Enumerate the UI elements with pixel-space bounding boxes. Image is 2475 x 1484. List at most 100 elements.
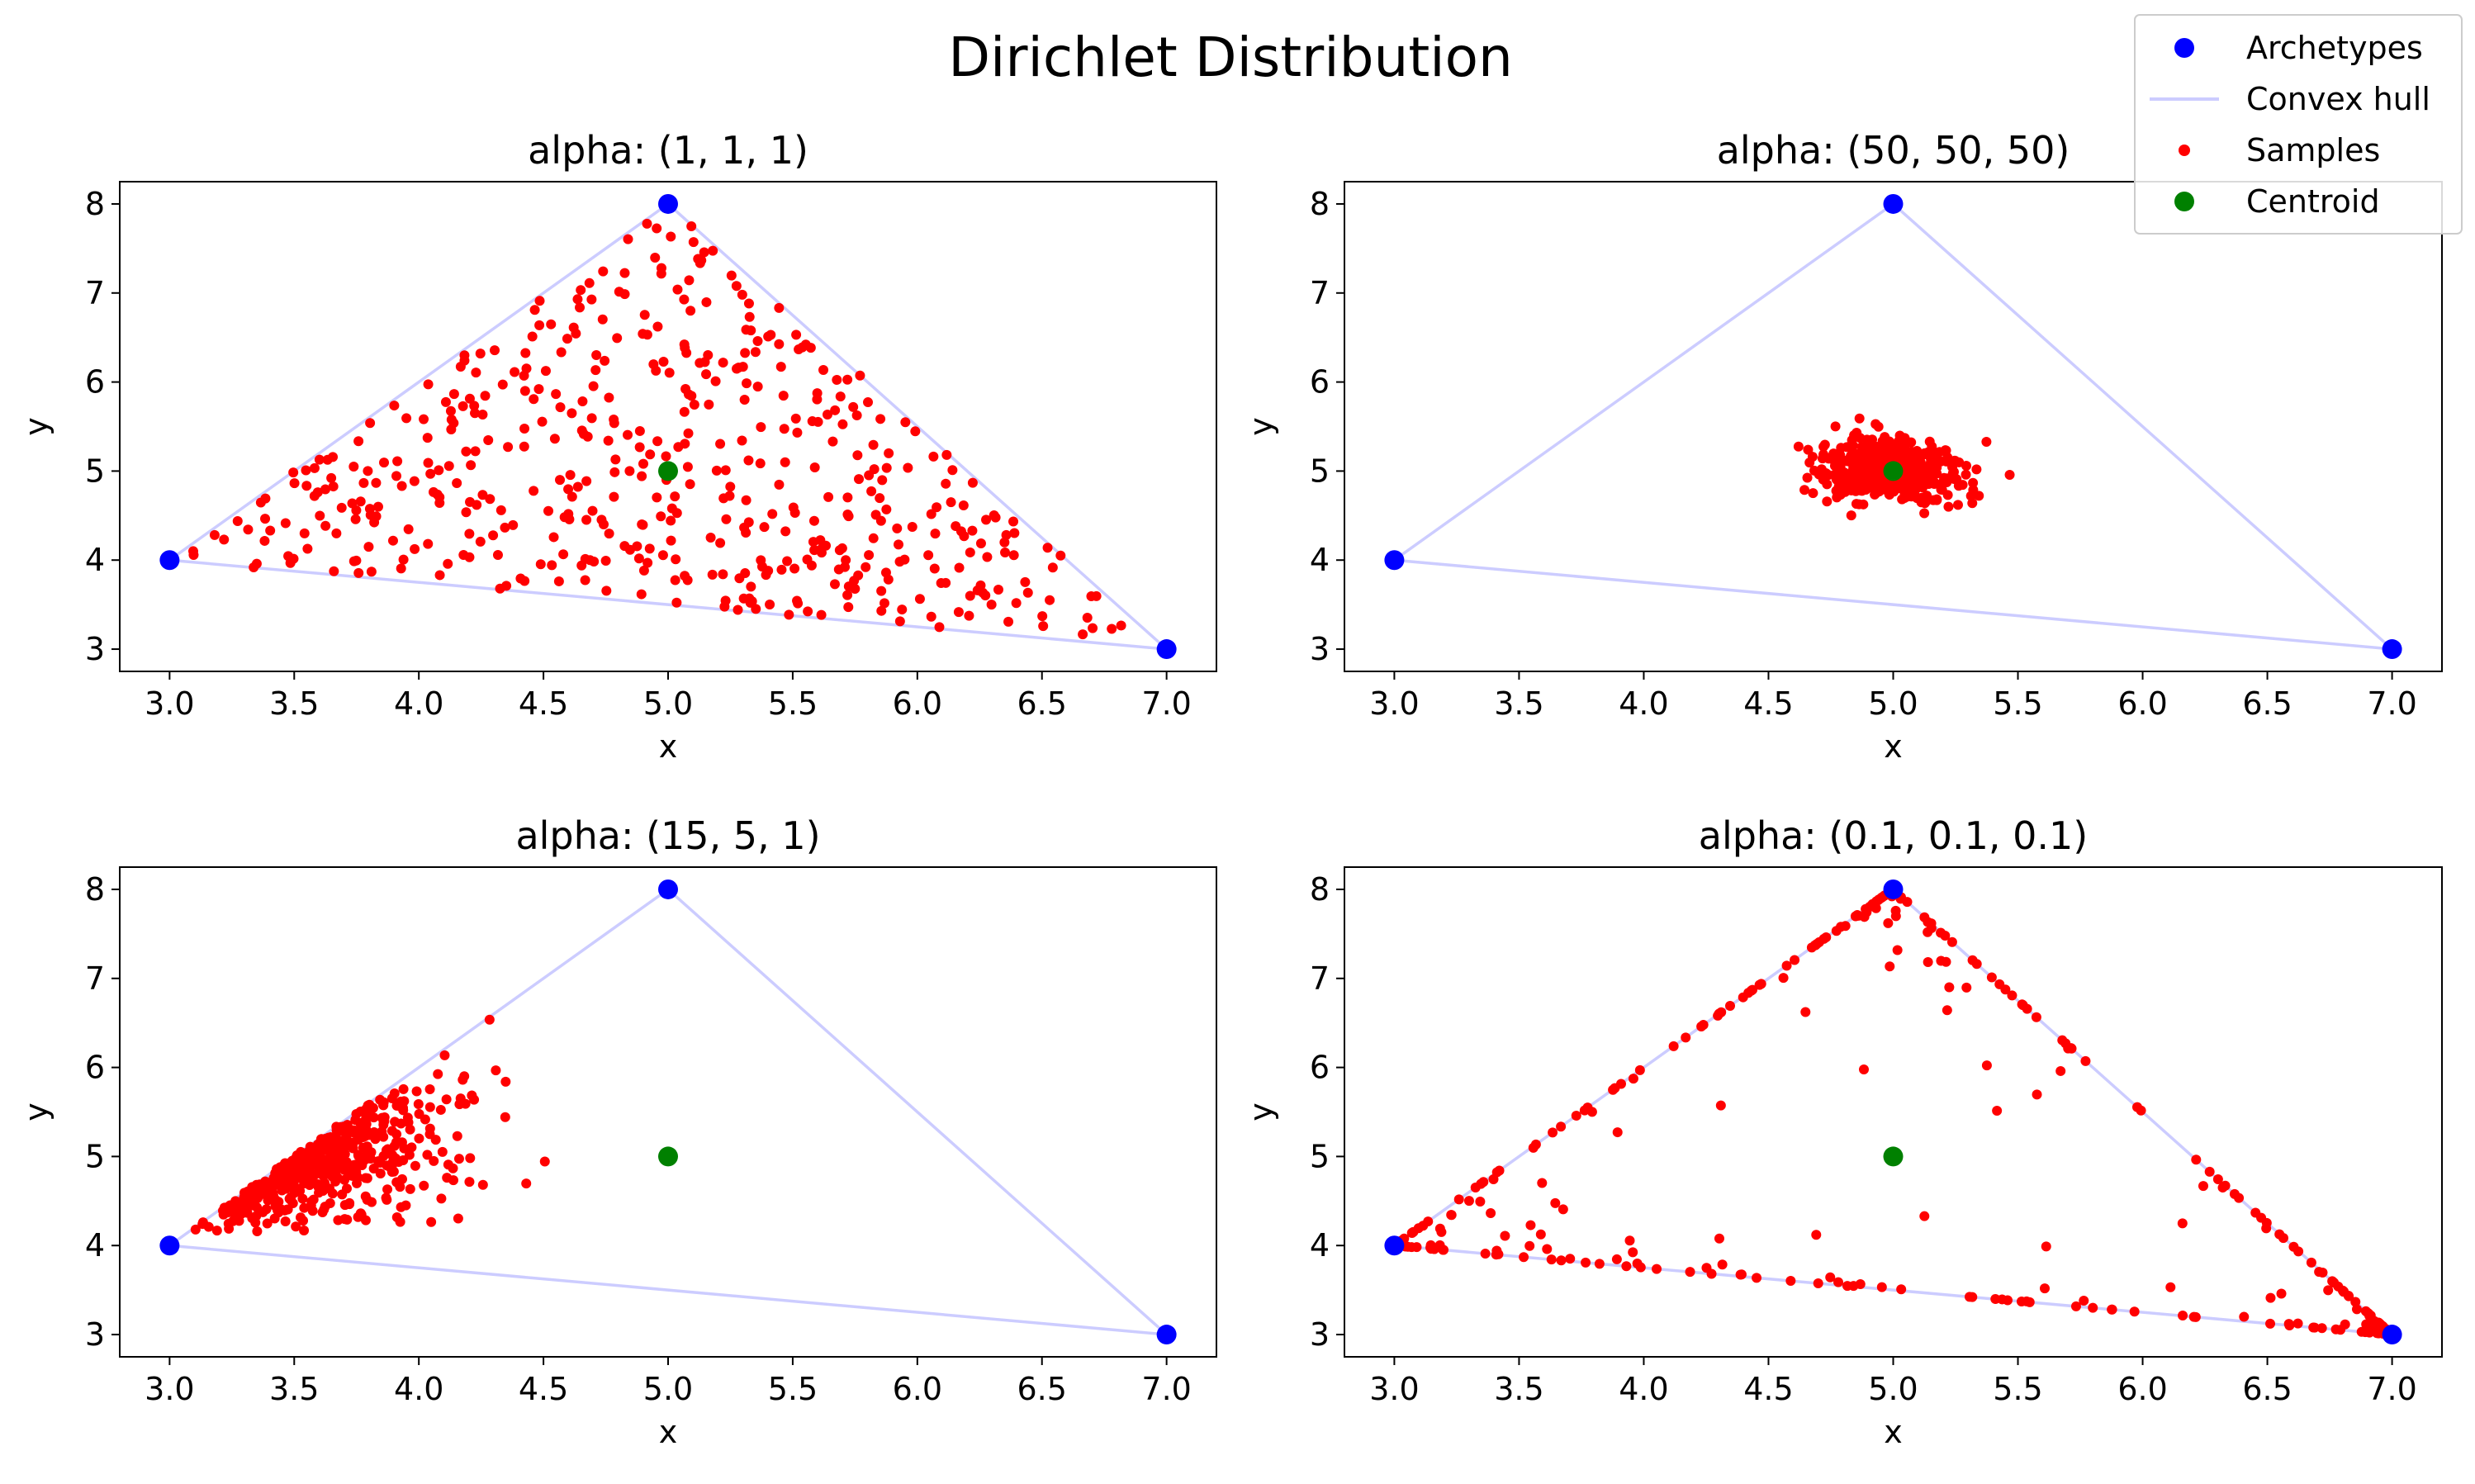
sample-point — [934, 622, 945, 633]
sample-point — [2308, 1322, 2319, 1333]
sample-point — [778, 391, 789, 401]
sample-point — [329, 566, 339, 576]
sample-point — [2129, 1306, 2140, 1317]
sample-point — [389, 401, 400, 411]
sample-point — [390, 1117, 401, 1127]
sample-point — [477, 409, 488, 420]
sample-point — [972, 585, 983, 595]
sample-point — [1537, 1178, 1548, 1188]
sample-point — [314, 1168, 325, 1178]
sample-point — [306, 1196, 317, 1207]
sample-point — [1919, 508, 1930, 519]
sample-point — [299, 1225, 310, 1235]
sample-point — [424, 1123, 435, 1134]
sample-point — [767, 509, 778, 519]
sample-point — [1715, 1100, 1726, 1111]
sample-point — [1078, 629, 1088, 640]
sample-point — [555, 475, 566, 486]
legend-swatch-marker — [2174, 38, 2194, 58]
sample-point — [1923, 956, 1933, 967]
sample-point — [1842, 1281, 1852, 1292]
sample-point — [305, 1141, 315, 1152]
sample-point — [751, 604, 761, 614]
sample-point — [652, 492, 662, 503]
sample-point — [326, 472, 337, 483]
sample-point — [658, 357, 669, 367]
sample-point — [1463, 1196, 1474, 1207]
sample-point — [495, 583, 505, 594]
y-axis-label: y — [18, 417, 55, 436]
sample-point — [864, 550, 875, 561]
sample-point — [580, 553, 590, 564]
sample-point — [540, 366, 551, 377]
sample-point — [386, 1126, 397, 1136]
sample-point — [842, 590, 853, 600]
archetype-point — [1156, 639, 1177, 660]
sample-point — [327, 1188, 338, 1199]
x-tick-label: 5.5 — [1993, 1371, 2042, 1407]
sample-point — [1833, 1277, 1844, 1287]
sample-point — [543, 505, 554, 516]
sample-point — [1836, 922, 1847, 932]
sample-point — [500, 1112, 510, 1122]
sample-point — [575, 302, 586, 313]
sample-point — [402, 1112, 413, 1123]
subplot-title: alpha: (15, 5, 1) — [515, 813, 820, 858]
sample-point — [830, 405, 841, 415]
sample-point — [752, 335, 763, 346]
sample-point — [492, 550, 503, 561]
sample-point — [765, 600, 775, 610]
sample-point — [797, 342, 808, 353]
sample-point — [877, 475, 888, 486]
sample-point — [1491, 1167, 1502, 1178]
sample-point — [355, 1208, 366, 1219]
sample-point — [1778, 973, 1789, 984]
sample-point — [622, 429, 633, 440]
sample-point — [981, 514, 992, 525]
sample-point — [1821, 932, 1832, 942]
sample-point — [1846, 510, 1856, 521]
sample-point — [1992, 1105, 2003, 1116]
sample-point — [1883, 917, 1894, 928]
x-tick-label: 7.0 — [1141, 1371, 1191, 1407]
sample-point — [291, 1221, 301, 1232]
sample-point — [497, 379, 508, 390]
sample-point — [1806, 942, 1817, 953]
y-tick-label: 7 — [85, 960, 105, 997]
x-tick-label: 4.5 — [519, 685, 568, 722]
sample-point — [466, 460, 477, 471]
sample-point — [842, 374, 853, 385]
sample-point — [432, 489, 443, 500]
sample-point — [832, 375, 842, 386]
x-axis-label: x — [1884, 728, 1903, 765]
sample-point — [975, 538, 986, 548]
sample-point — [1475, 1197, 1486, 1207]
sample-point — [563, 509, 574, 519]
sample-point — [464, 393, 475, 404]
sample-point — [310, 1159, 320, 1170]
sample-point — [1632, 1259, 1643, 1269]
convex-hull-edge — [1394, 558, 2392, 651]
sample-point — [309, 462, 320, 473]
sample-point — [903, 462, 913, 473]
sample-point — [339, 1214, 350, 1225]
sample-point — [1550, 1197, 1561, 1208]
sample-point — [894, 616, 905, 627]
sample-point — [1862, 459, 1873, 470]
sample-point — [1055, 550, 1066, 561]
sample-point — [410, 1160, 420, 1171]
sample-point — [604, 529, 614, 539]
sample-point — [519, 386, 530, 396]
sample-point — [389, 1088, 400, 1099]
convex-hull-edge — [168, 202, 670, 562]
sample-point — [1453, 1194, 1464, 1205]
sample-point — [693, 254, 704, 264]
subplot-1: alpha: (1, 1, 1) 3.0 3.5 4.0 4.5 5.0 5.5 6.0 6.5… — [18, 128, 1217, 765]
sample-point — [1003, 616, 1014, 627]
sample-point — [805, 343, 816, 353]
sample-point — [452, 477, 462, 488]
y-tick-label: 5 — [85, 1138, 105, 1174]
sample-point — [1953, 481, 1964, 491]
sample-point — [453, 1154, 464, 1164]
sample-point — [435, 1104, 446, 1115]
